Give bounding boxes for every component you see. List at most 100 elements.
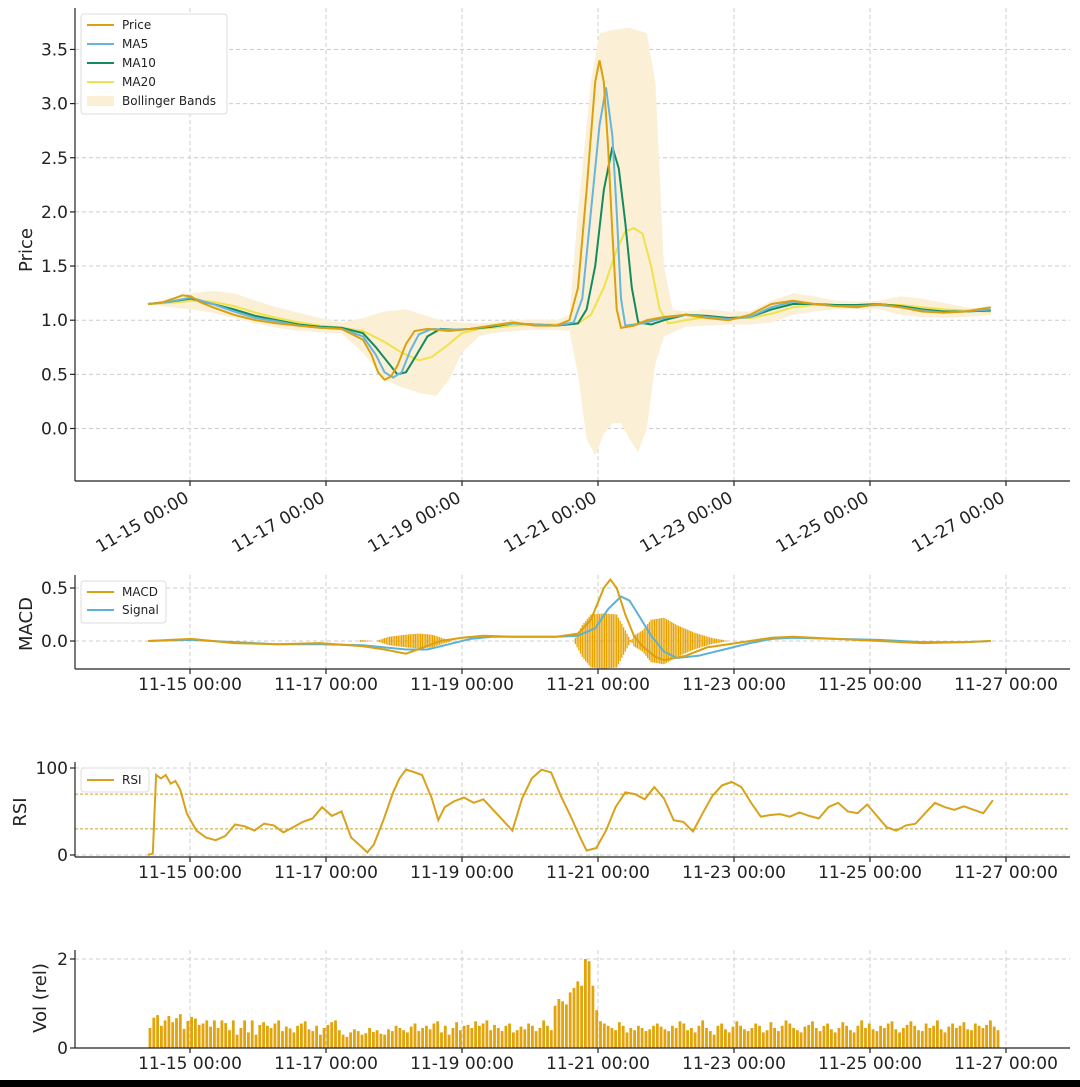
volume-bar — [500, 1031, 504, 1048]
rsi-y-label: RSI — [10, 797, 31, 826]
volume-bar — [353, 1029, 356, 1048]
volume-bar — [784, 1020, 788, 1048]
volume-bar — [167, 1016, 171, 1048]
volume-bar — [178, 1014, 182, 1048]
volume-bar — [459, 1030, 462, 1048]
volume-bar — [436, 1021, 440, 1048]
volume-bar — [266, 1025, 269, 1049]
volume-bar — [447, 1034, 451, 1048]
volume-bar — [409, 1026, 413, 1048]
price-panel: 0.00.51.01.52.02.53.03.5 11-15 00:00 11-1… — [16, 8, 1070, 557]
volume-bar — [311, 1031, 315, 1048]
volume-bar — [258, 1024, 262, 1048]
volume-bar — [269, 1028, 273, 1048]
volume-bar — [981, 1028, 985, 1048]
rsi-reference-lines — [75, 793, 1070, 830]
volume-bar — [913, 1025, 917, 1049]
volume-bar — [886, 1023, 890, 1048]
volume-bar — [496, 1028, 500, 1048]
volume-bar — [894, 1029, 898, 1048]
volume-bar — [345, 1036, 349, 1048]
volume-bar — [758, 1025, 761, 1049]
macd-xtick-label: 11-21 00:00 — [546, 675, 650, 695]
volume-bar — [319, 1034, 322, 1048]
volume-bar — [432, 1023, 436, 1048]
volume-bar — [909, 1021, 913, 1048]
volume-bar — [239, 1028, 243, 1048]
volume-bar — [602, 1023, 606, 1048]
volume-bar — [769, 1022, 773, 1048]
volume-xtick-label: 11-21 00:00 — [546, 1054, 650, 1074]
volume-bar — [273, 1023, 277, 1048]
volume-bar — [489, 1030, 493, 1048]
price-ytick-label: 3.0 — [41, 95, 68, 115]
volume-bar — [697, 1025, 701, 1049]
macd-x-ticks: 11-15 00:00 11-17 00:00 11-19 00:00 11-21 0… — [138, 669, 1058, 695]
volume-bar — [538, 1028, 542, 1048]
volume-bar — [379, 1033, 383, 1048]
volume-bar — [470, 1028, 474, 1048]
volume-bar — [247, 1032, 250, 1048]
volume-bar — [727, 1032, 731, 1048]
volume-ytick-label: 2 — [57, 950, 68, 970]
volume-bar — [822, 1025, 826, 1049]
volume-bar — [197, 1024, 201, 1048]
volume-bar — [690, 1028, 693, 1048]
volume-bar — [606, 1025, 610, 1049]
rsi-grid — [75, 762, 1070, 857]
volume-bar — [394, 1025, 398, 1049]
volume-bar — [637, 1025, 640, 1049]
volume-bar — [557, 999, 561, 1048]
price-xtick-label: 11-25 00:00 — [773, 488, 873, 557]
volume-bar — [837, 1028, 841, 1048]
volume-bar — [334, 1020, 337, 1048]
volume-bar — [958, 1025, 962, 1049]
macd-ytick-label: 0.0 — [41, 632, 68, 652]
volume-bar — [341, 1034, 345, 1048]
legend-rsi: RSI — [122, 773, 142, 787]
volume-bar — [936, 1020, 939, 1048]
macd-xtick-label: 11-25 00:00 — [818, 675, 922, 695]
volume-bar — [875, 1031, 879, 1048]
volume-bar — [398, 1028, 402, 1048]
signal-line — [147, 595, 991, 660]
volume-bar — [652, 1025, 655, 1049]
volume-bar — [527, 1023, 530, 1048]
volume-bar — [390, 1031, 394, 1048]
price-y-label: Price — [16, 228, 37, 272]
volume-bar — [534, 1031, 538, 1048]
volume-bar — [428, 1029, 432, 1048]
volume-bar — [867, 1023, 871, 1048]
volume-xtick-label: 11-27 00:00 — [954, 1054, 1058, 1074]
volume-bar — [322, 1028, 326, 1048]
volume-bar — [182, 1028, 186, 1048]
legend-macd: MACD — [122, 585, 158, 599]
volume-bar — [519, 1026, 523, 1048]
volume-bar — [595, 1010, 599, 1048]
volume-bar — [890, 1021, 894, 1048]
volume-bar — [220, 1020, 224, 1048]
volume-bar — [871, 1029, 875, 1048]
volume-bar — [671, 1025, 674, 1049]
volume-bar — [807, 1024, 811, 1048]
volume-bar — [175, 1018, 178, 1048]
volume-bar — [546, 1025, 549, 1049]
volume-bar — [531, 1025, 534, 1049]
volume-bar — [686, 1030, 689, 1048]
volume-bar — [406, 1032, 409, 1048]
rsi-xtick-label: 11-23 00:00 — [682, 863, 786, 883]
volume-bar — [902, 1028, 905, 1048]
macd-xtick-label: 11-23 00:00 — [682, 675, 786, 695]
volume-y-label: Vol (rel) — [30, 963, 51, 1033]
volume-bar — [375, 1030, 379, 1048]
price-legend: Price MA5 MA10 MA20 Bollinger Bands — [80, 13, 228, 115]
price-xtick-label: 11-17 00:00 — [229, 488, 329, 557]
volume-bar — [368, 1028, 371, 1048]
rsi-xtick-label: 11-27 00:00 — [954, 863, 1058, 883]
volume-bar — [387, 1029, 390, 1048]
volume-bar — [712, 1034, 716, 1048]
volume-bar — [288, 1028, 292, 1048]
volume-bar — [663, 1029, 667, 1048]
